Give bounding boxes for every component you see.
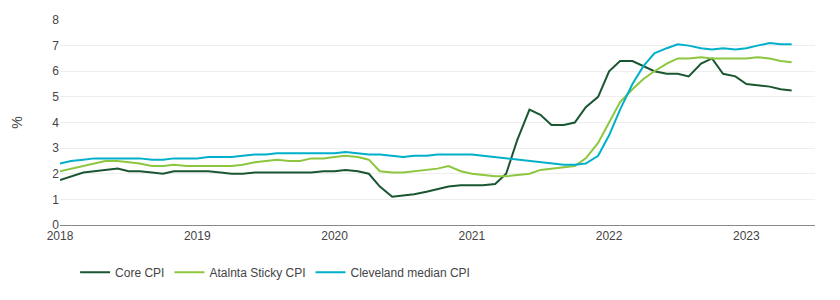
svg-text:6: 6 <box>52 64 59 78</box>
svg-text:8: 8 <box>52 13 59 27</box>
svg-text:2019: 2019 <box>184 229 211 243</box>
svg-text:Core CPI: Core CPI <box>115 266 164 280</box>
svg-text:3: 3 <box>52 141 59 155</box>
svg-text:2022: 2022 <box>596 229 623 243</box>
svg-text:7: 7 <box>52 39 59 53</box>
svg-text:2: 2 <box>52 167 59 181</box>
svg-text:Cleveland median CPI: Cleveland median CPI <box>351 266 470 280</box>
svg-text:Atalnta Sticky CPI: Atalnta Sticky CPI <box>209 266 305 280</box>
svg-text:%: % <box>9 116 25 128</box>
svg-text:2020: 2020 <box>321 229 348 243</box>
svg-text:4: 4 <box>52 116 59 130</box>
svg-text:2021: 2021 <box>458 229 485 243</box>
svg-text:0: 0 <box>52 218 59 232</box>
svg-text:5: 5 <box>52 90 59 104</box>
svg-text:1: 1 <box>52 193 59 207</box>
svg-text:2018: 2018 <box>47 229 74 243</box>
svg-text:2023: 2023 <box>733 229 760 243</box>
